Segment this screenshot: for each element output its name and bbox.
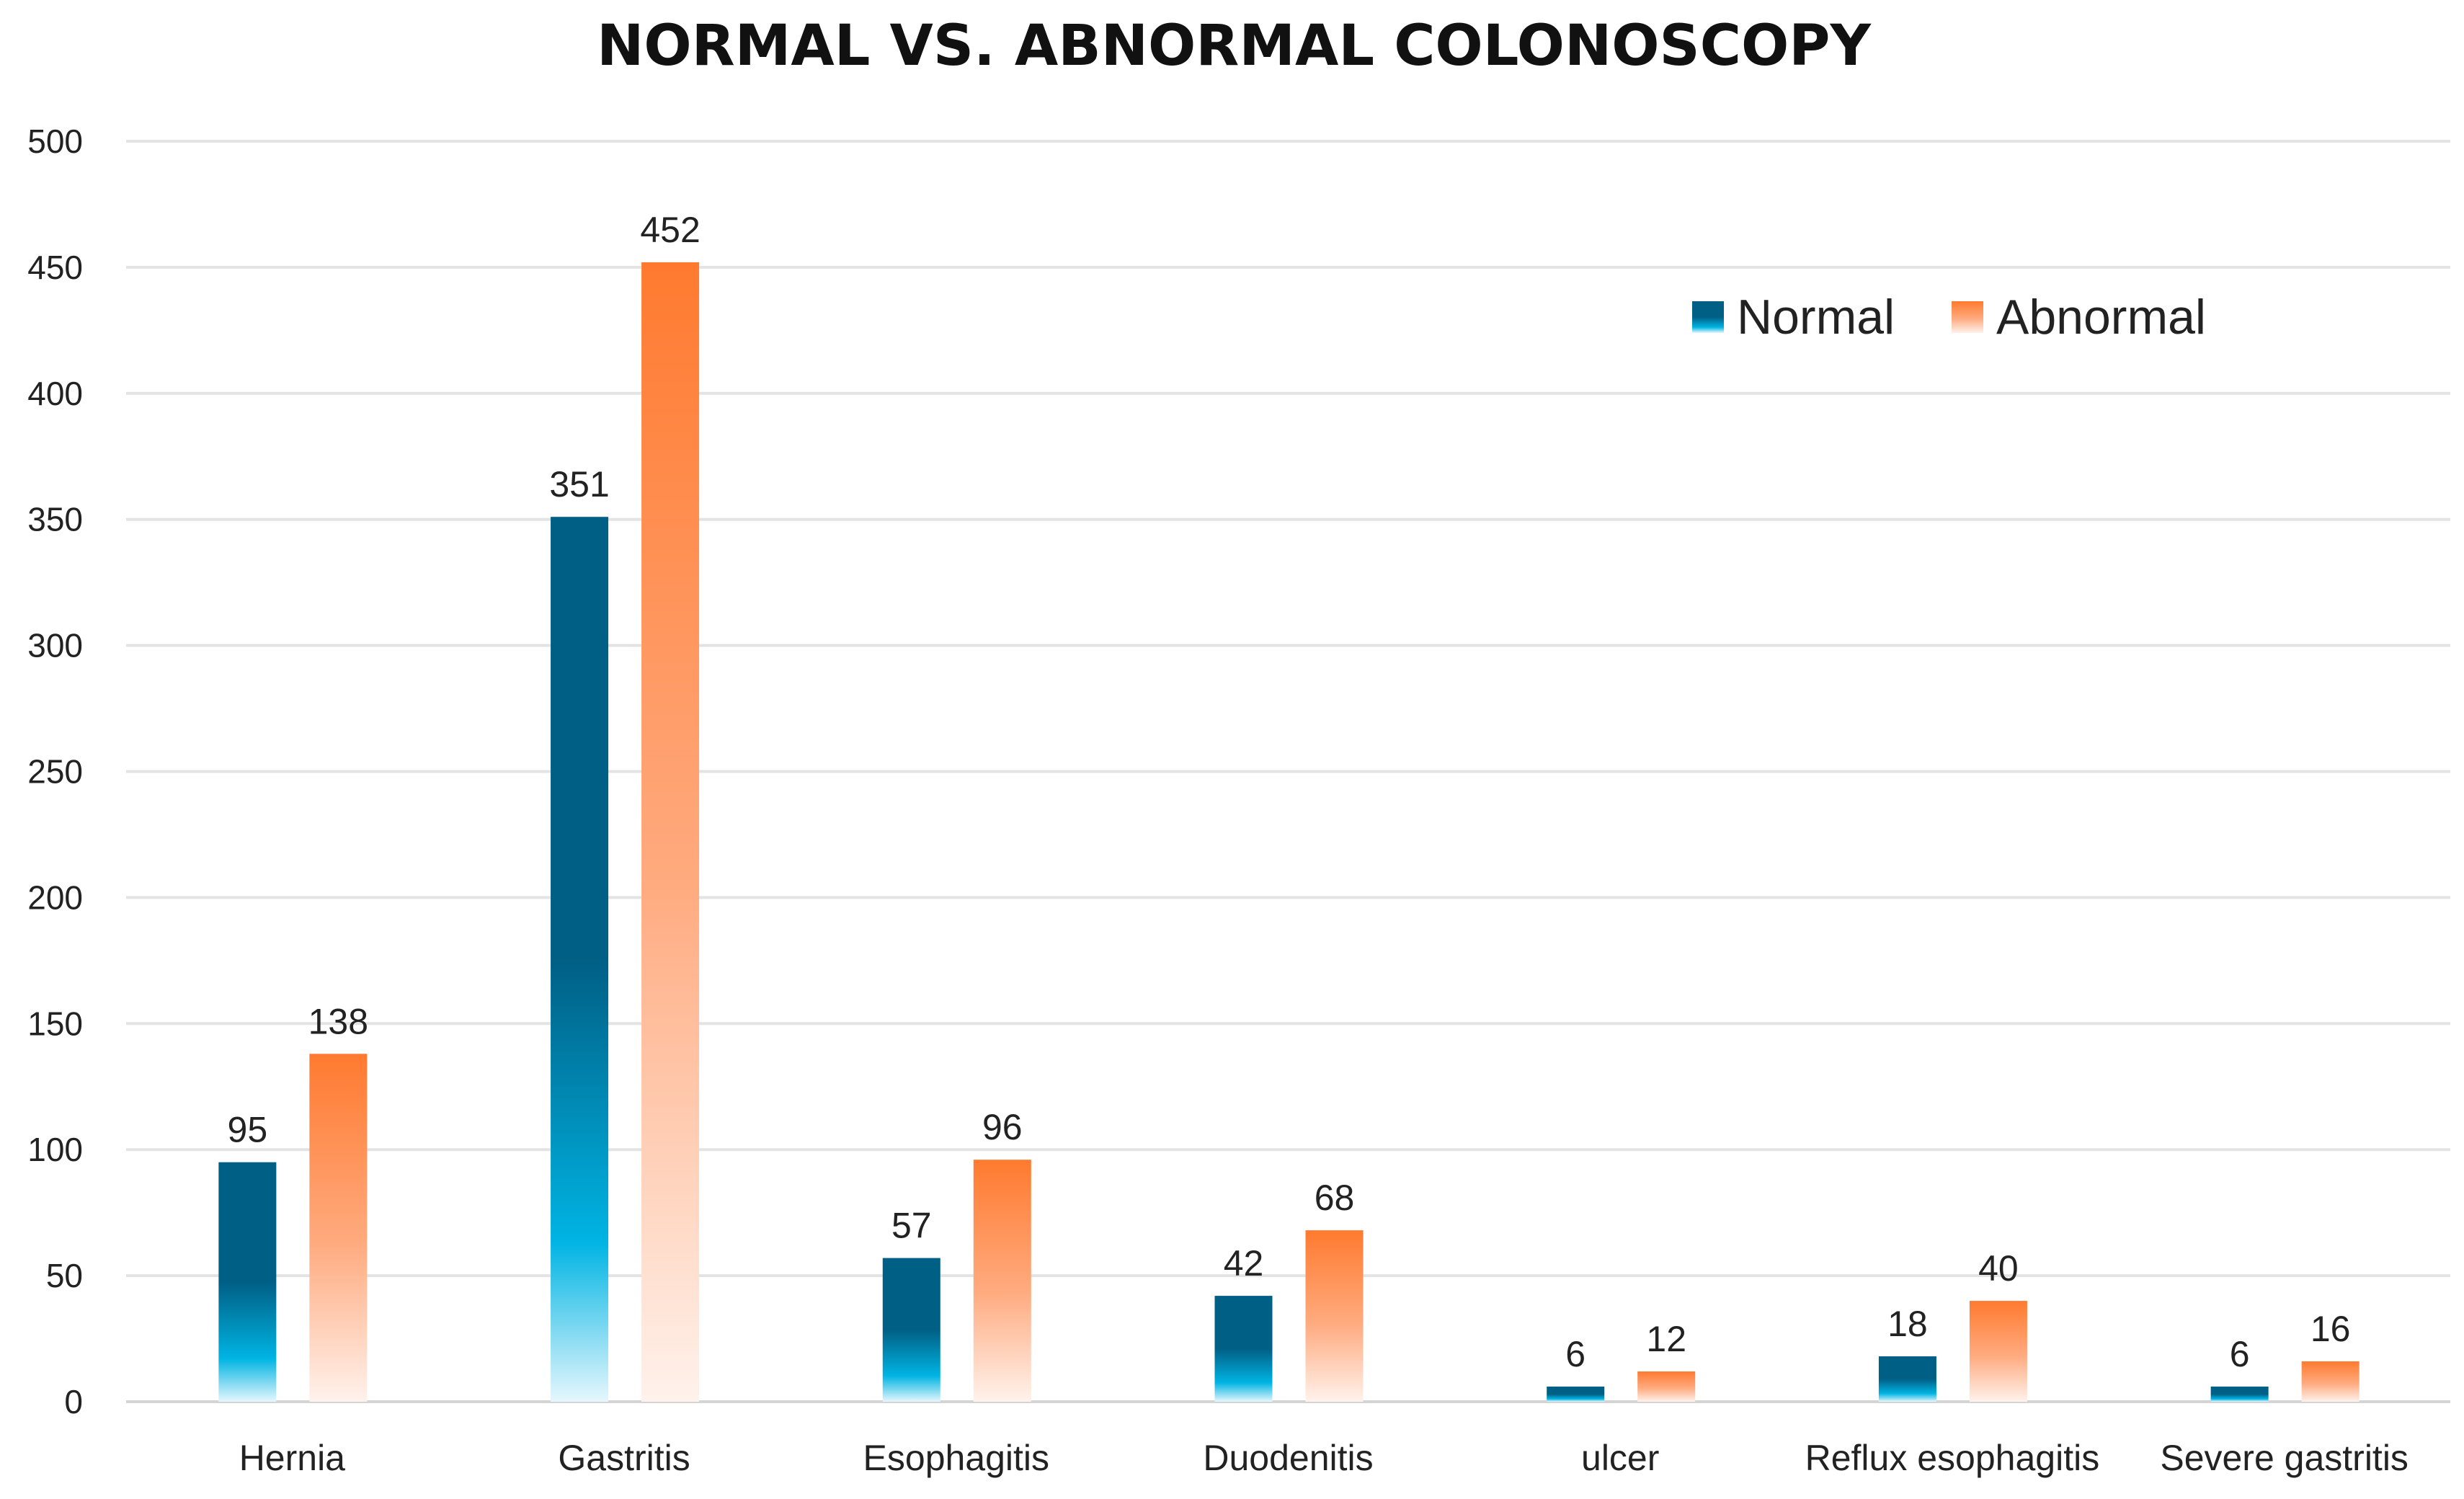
- bar-normal: [218, 1162, 277, 1402]
- bar-normal: [1547, 1387, 1605, 1402]
- bar-normal: [1878, 1356, 1936, 1402]
- data-label-abnormal: 16: [2310, 1309, 2351, 1349]
- data-label-normal: 6: [2230, 1334, 2250, 1374]
- legend-swatch-normal: [1692, 301, 1724, 333]
- category-label: Hernia: [239, 1438, 345, 1478]
- y-tick-label: 150: [27, 1005, 83, 1042]
- bars: [218, 262, 2360, 1402]
- y-tick-label: 250: [27, 753, 83, 791]
- data-label-normal: 6: [1565, 1334, 1585, 1374]
- data-label-normal: 42: [1224, 1243, 1264, 1284]
- bar-normal: [2210, 1387, 2269, 1402]
- bar-abnormal: [973, 1160, 1031, 1402]
- grid: [126, 140, 2450, 1403]
- y-tick-label: 500: [27, 123, 83, 160]
- category-label: Gastritis: [558, 1438, 690, 1478]
- y-tick-label: 400: [27, 375, 83, 412]
- bar-abnormal: [309, 1054, 368, 1402]
- data-label-abnormal: 40: [1978, 1248, 2019, 1289]
- y-tick-label: 100: [27, 1131, 83, 1168]
- legend-label-normal: Normal: [1737, 290, 1895, 344]
- category-label: Esophagitis: [863, 1438, 1050, 1478]
- y-tick-label: 450: [27, 249, 83, 286]
- data-label-normal: 95: [228, 1110, 268, 1150]
- data-label-normal: 18: [1887, 1304, 1928, 1344]
- category-label: Duodenitis: [1203, 1438, 1373, 1478]
- y-tick-label: 50: [46, 1257, 83, 1294]
- y-tick-label: 350: [27, 501, 83, 538]
- bar-normal: [882, 1258, 940, 1402]
- category-label: Reflux esophagitis: [1805, 1438, 2100, 1478]
- category-label: ulcer: [1581, 1438, 1659, 1478]
- x-axis-categories: Hernia Gastritis Esophagitis Duodenitis ulce…: [239, 1438, 2409, 1478]
- y-tick-label: 200: [27, 879, 83, 916]
- y-tick-label: 0: [64, 1383, 83, 1420]
- legend: Normal Abnormal: [1692, 290, 2206, 344]
- data-labels: 95 138 351 452 57 96 42 68 6 12 18 40 6 16: [228, 210, 2351, 1374]
- category-label: Severe gastritis: [2160, 1438, 2409, 1478]
- bar-abnormal: [1637, 1371, 1696, 1402]
- bar-abnormal: [641, 262, 700, 1402]
- legend-label-abnormal: Abnormal: [1996, 290, 2206, 344]
- data-label-abnormal: 12: [1646, 1319, 1686, 1359]
- data-label-abnormal: 138: [308, 1001, 368, 1041]
- chart-title: NORMAL VS. ABNORMAL COLONOSCOPY: [597, 14, 1872, 79]
- bar-abnormal: [1969, 1301, 2027, 1402]
- bar-abnormal: [1305, 1230, 1364, 1402]
- legend-swatch-abnormal: [1952, 301, 1983, 333]
- data-label-abnormal: 68: [1315, 1178, 1355, 1218]
- data-label-abnormal: 96: [982, 1107, 1023, 1147]
- bar-normal: [1214, 1296, 1273, 1402]
- data-label-normal: 57: [891, 1206, 932, 1246]
- y-tick-label: 300: [27, 627, 83, 664]
- y-axis-ticks: 0 50 100 150 200 250 300 350 400 450 500: [27, 123, 83, 1420]
- data-label-abnormal: 452: [640, 210, 700, 250]
- bar-abnormal: [2301, 1361, 2360, 1402]
- data-label-normal: 351: [549, 464, 609, 504]
- bar-normal: [551, 517, 609, 1402]
